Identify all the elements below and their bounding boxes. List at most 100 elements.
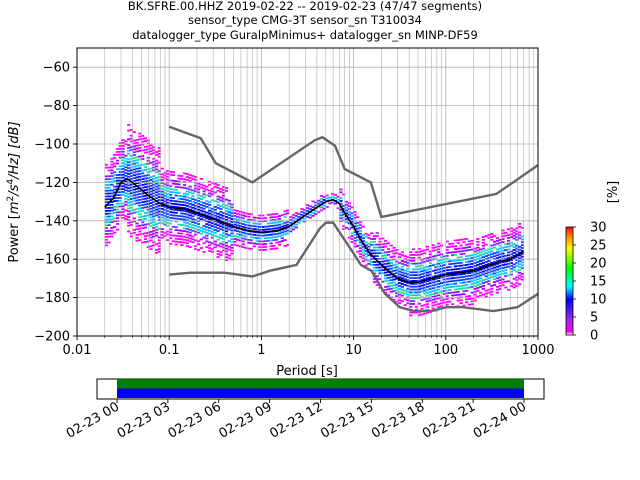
psd-cell: [230, 232, 234, 235]
timeline-tick-label: 02-23 09: [217, 399, 275, 441]
psd-cell: [504, 254, 508, 257]
psd-cell: [344, 200, 349, 203]
psd-cell: [384, 263, 388, 265]
new-low-noise-model: [169, 221, 539, 313]
psd-cell: [398, 302, 402, 305]
psd-cell: [356, 236, 360, 239]
psd-cell: [222, 217, 226, 220]
psd-cell: [138, 216, 142, 219]
psd-cell: [392, 281, 396, 284]
psd-cell: [428, 290, 432, 293]
psd-cell: [127, 147, 131, 149]
psd-cell: [129, 177, 134, 180]
psd-cell: [501, 249, 505, 252]
psd-cell: [146, 162, 150, 165]
psd-cell: [467, 266, 472, 269]
psd-cell: [141, 241, 145, 244]
psd-cell: [236, 238, 240, 241]
psd-cell: [411, 248, 416, 251]
psd-cell: [384, 260, 388, 262]
psd-cell: [146, 142, 150, 145]
psd-cell: [289, 216, 293, 218]
psd-cell: [269, 213, 273, 216]
psd-cell: [512, 263, 516, 266]
psd-cell: [191, 235, 195, 238]
psd-cell: [247, 241, 251, 244]
psd-cell: [342, 207, 346, 210]
psd-cell: [417, 291, 421, 294]
psd-cell: [509, 273, 513, 276]
psd-cell: [456, 291, 460, 293]
psd-cell: [520, 275, 525, 278]
psd-cell: [166, 196, 170, 198]
psd-cell: [157, 170, 162, 173]
psd-cell: [180, 229, 184, 232]
psd-cell: [135, 208, 139, 210]
psd-cell: [127, 129, 131, 132]
psd-cell: [169, 185, 173, 188]
psd-cell: [185, 204, 189, 207]
psd-cell: [481, 238, 486, 241]
psd-cell: [194, 222, 198, 224]
psd-cell: [448, 283, 452, 286]
psd-cell: [143, 163, 148, 166]
psd-cell: [291, 228, 296, 231]
psd-cell: [236, 230, 240, 233]
psd-cell: [389, 264, 393, 267]
psd-cell: [386, 265, 391, 268]
psd-cell: [465, 275, 469, 278]
psd-cell: [445, 289, 449, 292]
psd-cell: [107, 169, 111, 172]
psd-cell: [358, 230, 363, 232]
psd-cell: [420, 276, 424, 278]
psd-cell: [241, 211, 245, 214]
psd-cell: [202, 213, 206, 216]
psd-cell: [230, 212, 234, 215]
psd-cell: [275, 241, 279, 244]
psd-cell: [428, 288, 432, 290]
psd-cell: [185, 219, 189, 222]
psd-cell: [213, 211, 217, 214]
ylabel-part-6: /Hz] [dB]: [7, 121, 22, 180]
psd-cell: [353, 211, 357, 213]
psd-cell: [127, 210, 131, 213]
psd-cell: [247, 238, 251, 241]
psd-cell: [398, 285, 402, 287]
psd-cell: [484, 252, 488, 255]
psd-cell: [501, 232, 505, 235]
psd-cell: [107, 212, 111, 215]
psd-cell: [481, 279, 486, 282]
psd-cell: [358, 241, 363, 244]
psd-cell: [143, 206, 148, 209]
psd-cell: [476, 240, 480, 243]
psd-cell: [361, 225, 365, 228]
psd-cell: [182, 195, 187, 198]
psd-cell: [498, 253, 502, 256]
psd-cell: [495, 277, 499, 280]
psd-cell: [160, 222, 164, 225]
psd-cell: [250, 233, 254, 236]
psd-cell: [219, 234, 223, 236]
psd-cell: [118, 191, 122, 194]
psd-cell: [135, 211, 139, 213]
psd-cell: [400, 277, 405, 280]
psd-cell: [110, 221, 114, 224]
colorbar-tick-label: 25: [590, 239, 607, 254]
psd-cell: [470, 271, 474, 274]
psd-cell: [174, 226, 178, 229]
psd-cell: [219, 222, 223, 225]
psd-cell: [490, 253, 494, 256]
psd-cell: [462, 270, 466, 272]
psd-cell: [258, 243, 262, 246]
psd-cell: [224, 216, 229, 218]
psd-cell: [504, 231, 508, 234]
psd-cell: [498, 285, 502, 287]
psd-cell: [219, 245, 223, 248]
psd-cell: [481, 236, 486, 238]
psd-cell: [146, 197, 150, 200]
psd-cell: [445, 249, 449, 251]
psd-cell: [166, 198, 170, 201]
psd-cell: [160, 210, 164, 213]
psd-cell: [294, 226, 298, 229]
psd-cell: [420, 284, 424, 287]
